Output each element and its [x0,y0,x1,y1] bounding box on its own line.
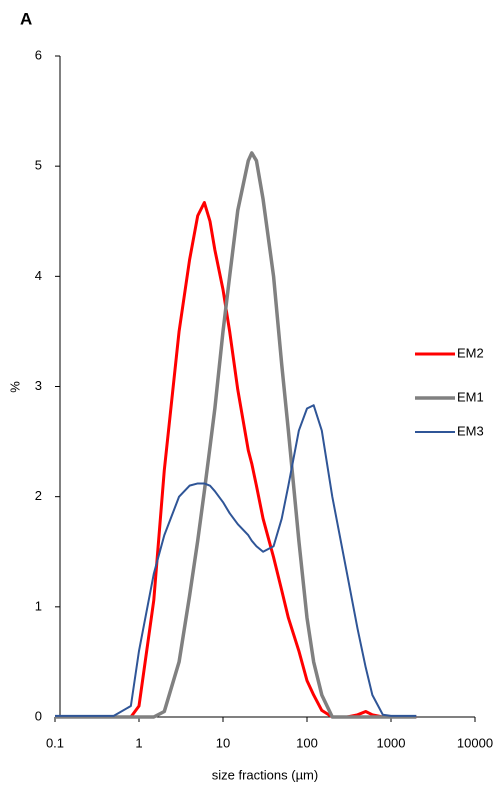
y-tick-label: 5 [35,158,42,173]
series-line [55,201,417,719]
y-tick-label: 0 [35,708,42,723]
y-tick-label: 1 [35,598,42,613]
y-tick-label: 4 [35,268,42,283]
x-axis-label: size fractions (µm) [212,767,318,782]
legend-label: EM3 [457,423,484,438]
x-tick-label: 0.1 [46,735,64,750]
x-tick-label: 1000 [377,735,406,750]
x-tick-label: 100 [296,735,318,750]
series-line [55,151,417,719]
legend-label: EM1 [457,389,484,404]
panel-label: A [20,9,32,28]
y-tick-label: 3 [35,378,42,393]
y-tick-label: 6 [35,47,42,62]
x-tick-label: 10 [216,735,230,750]
x-tick-label: 10000 [457,735,493,750]
y-axis-label: % [7,381,22,393]
series-line [55,404,417,717]
x-tick-label: 1 [135,735,142,750]
y-tick-label: 2 [35,488,42,503]
legend-label: EM2 [457,345,484,360]
